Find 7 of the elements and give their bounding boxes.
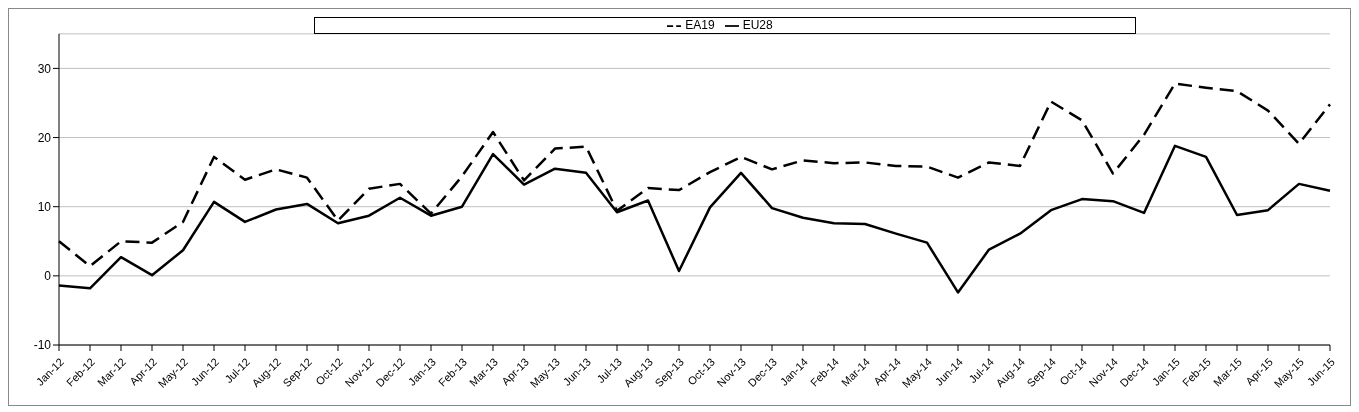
y-tick-label: 0 — [44, 269, 52, 284]
y-tick-label: 30 — [37, 61, 52, 76]
legend-label: EA19 — [685, 18, 715, 32]
y-tick-label: 10 — [37, 199, 52, 214]
y-tick-label: 20 — [37, 130, 52, 145]
legend-label: EU28 — [742, 18, 773, 32]
y-tick-label: -10 — [33, 338, 52, 353]
